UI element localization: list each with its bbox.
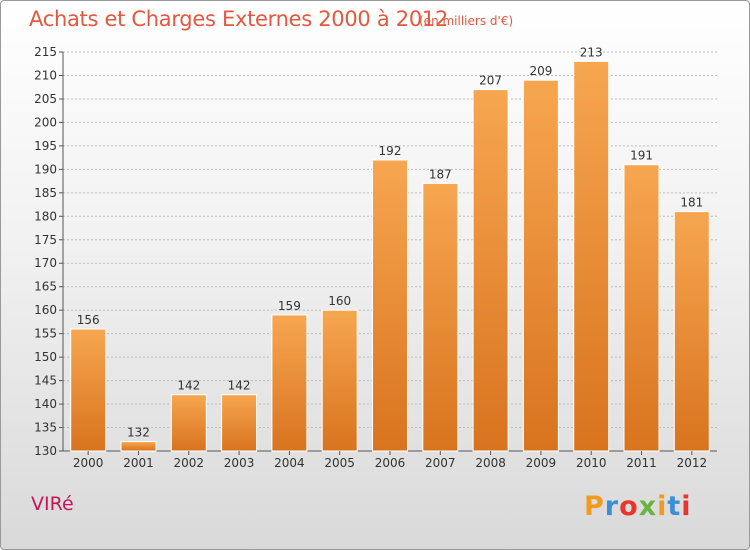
data-label: 142	[177, 379, 200, 393]
x-tick-label: 2003	[224, 456, 255, 470]
y-tick-label: 195	[34, 139, 57, 153]
bar	[673, 211, 710, 452]
y-tick-label: 165	[34, 280, 57, 294]
y-tick-label: 140	[34, 397, 57, 411]
data-label: 160	[328, 294, 351, 308]
x-tick-label: 2002	[173, 456, 204, 470]
logo-letter: i	[657, 491, 668, 522]
bar	[623, 164, 660, 452]
logo-letter: x	[638, 491, 658, 522]
y-tick-label: 205	[34, 92, 57, 106]
logo-letter: o	[619, 491, 639, 522]
data-label: 213	[580, 45, 603, 59]
y-tick-label: 160	[34, 303, 57, 317]
y-tick-label: 170	[34, 256, 57, 270]
y-tick-label: 155	[34, 327, 57, 341]
data-label: 142	[228, 379, 251, 393]
data-label: 159	[278, 299, 301, 313]
y-tick-label: 190	[34, 162, 57, 176]
chart-title: Achats et Charges Externes 2000 à 2012	[29, 7, 449, 31]
y-tick-label: 145	[34, 374, 57, 388]
y-tick-label: 200	[34, 115, 57, 129]
data-label: 156	[77, 313, 100, 327]
x-tick-label: 2001	[123, 456, 154, 470]
bar	[472, 89, 509, 452]
x-tick-label: 2008	[475, 456, 506, 470]
x-tick-label: 2012	[677, 456, 708, 470]
logo-letter: r	[604, 491, 620, 522]
bar	[372, 159, 408, 452]
bar	[221, 394, 258, 452]
x-tick-label: 2000	[73, 456, 104, 470]
bar	[70, 328, 107, 452]
data-label: 181	[680, 196, 703, 210]
x-tick-label: 2005	[324, 456, 355, 470]
y-tick-label: 150	[34, 350, 57, 364]
logo-letter: i	[681, 491, 692, 522]
x-tick-label: 2010	[576, 456, 607, 470]
y-tick-label: 180	[34, 209, 57, 223]
data-label: 191	[630, 149, 653, 163]
x-tick-label: 2007	[425, 456, 456, 470]
x-tick-label: 2009	[526, 456, 557, 470]
bar	[522, 79, 559, 452]
data-label: 132	[127, 426, 150, 440]
x-tick-label: 2006	[375, 456, 406, 470]
y-tick-label: 215	[34, 45, 57, 59]
y-tick-label: 185	[34, 186, 57, 200]
commune-name: VIRé	[31, 493, 74, 515]
bar	[271, 314, 308, 452]
bar	[573, 60, 610, 452]
bar	[170, 394, 207, 452]
data-label: 209	[529, 64, 552, 78]
data-label: 187	[429, 167, 452, 181]
proxiti-logo[interactable]: Proxiti	[584, 491, 692, 522]
logo-letter: P	[584, 491, 605, 522]
chart-subtitle: (en milliers d'€)	[419, 14, 514, 28]
y-tick-label: 210	[34, 68, 57, 82]
y-tick-label: 135	[34, 421, 57, 435]
logo-letter: t	[667, 491, 682, 522]
data-label: 192	[379, 144, 402, 158]
x-tick-label: 2011	[626, 456, 657, 470]
y-tick-label: 130	[34, 444, 57, 458]
data-label: 207	[479, 74, 502, 88]
bar	[321, 309, 358, 452]
y-tick-label: 175	[34, 233, 57, 247]
x-tick-label: 2004	[274, 456, 305, 470]
bar	[120, 441, 157, 452]
bar	[422, 182, 459, 452]
